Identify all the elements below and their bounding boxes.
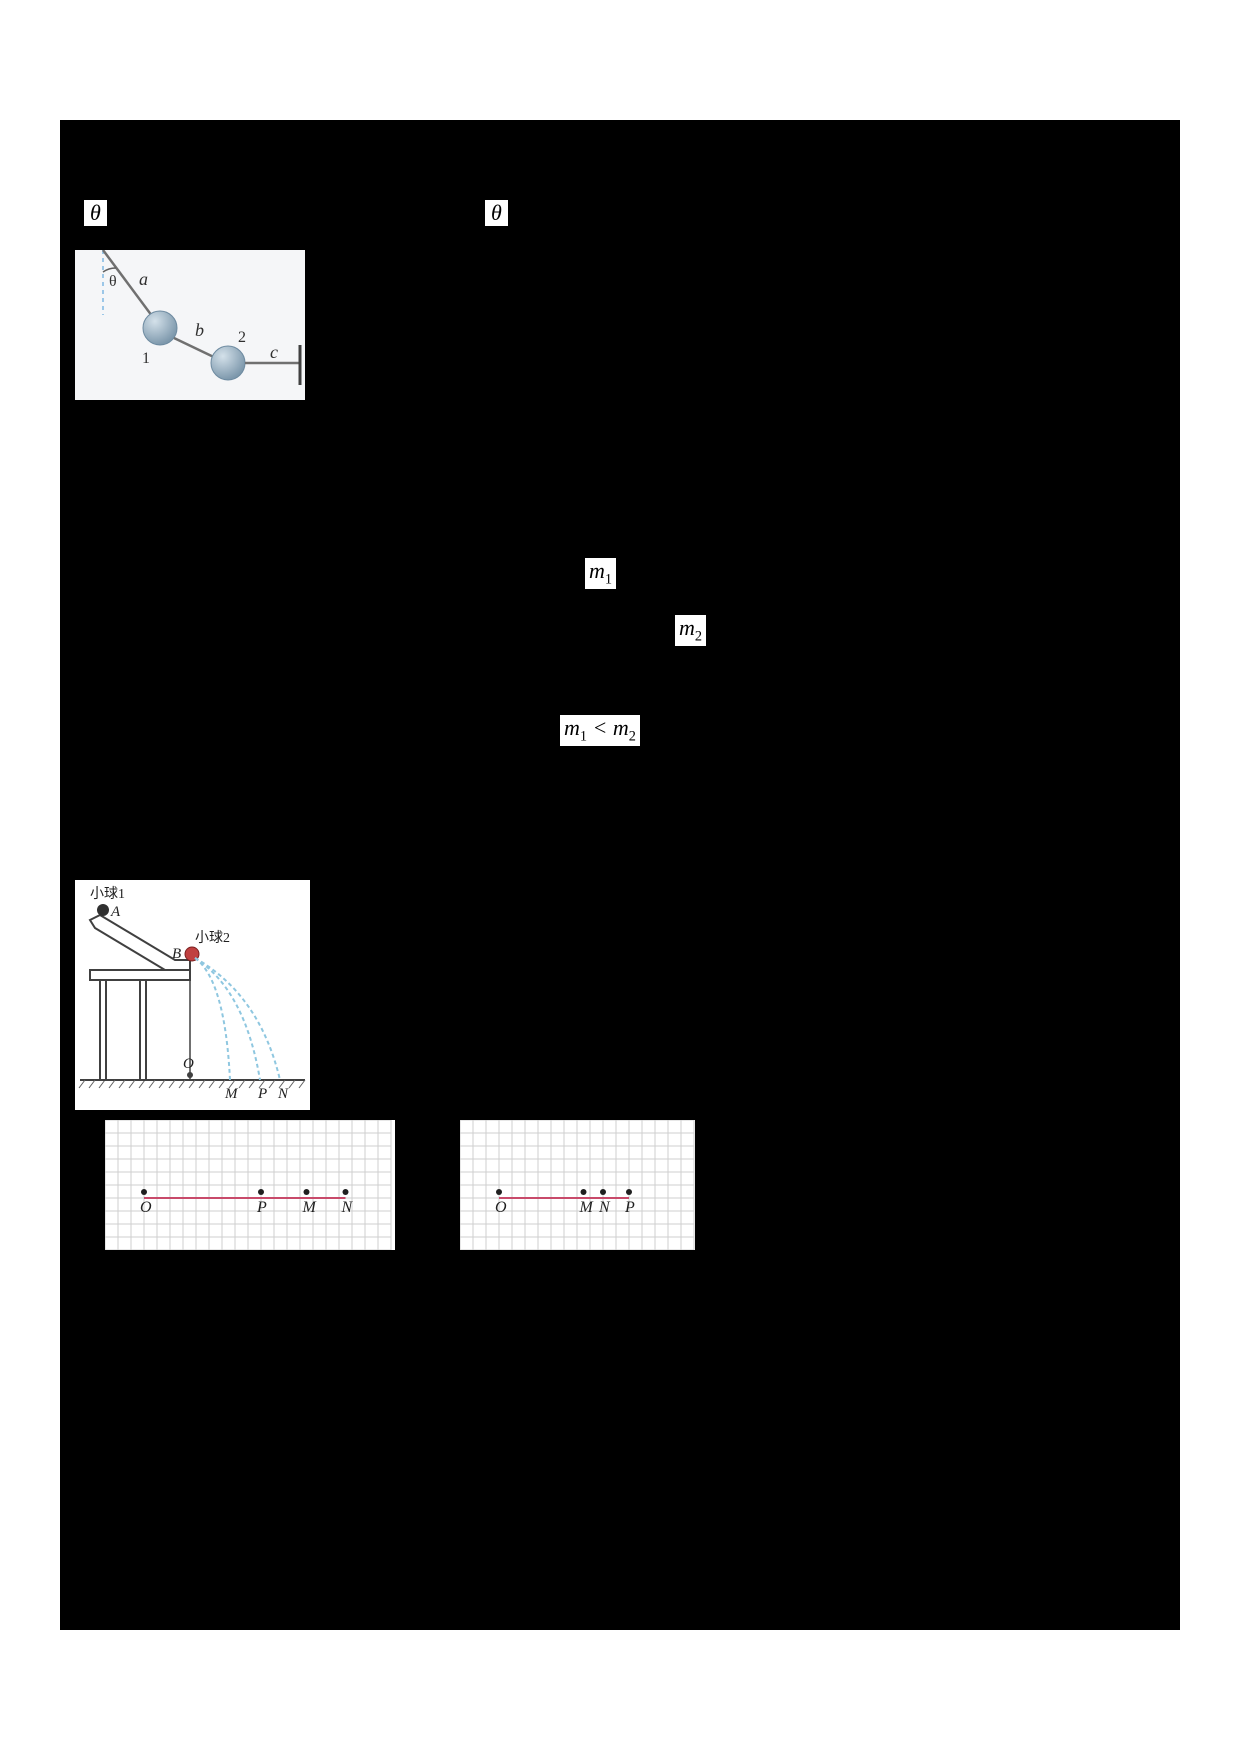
figure-pendulum-diagram: θ a b c 2 1 bbox=[75, 250, 305, 400]
m-subscript: 1 bbox=[605, 571, 612, 587]
label-2: 2 bbox=[238, 329, 246, 346]
grid-result-right: O MNP bbox=[460, 1120, 695, 1250]
m-symbol: m bbox=[679, 615, 695, 640]
mass-1-label: m1 bbox=[585, 558, 616, 589]
m-symbol: m bbox=[613, 715, 629, 740]
svg-text:M: M bbox=[302, 1199, 318, 1216]
label-a: a bbox=[139, 269, 148, 289]
svg-text:N: N bbox=[598, 1199, 611, 1216]
label-P: P bbox=[257, 1086, 267, 1102]
label-B: B bbox=[172, 946, 181, 962]
ground-hatch bbox=[79, 1080, 305, 1088]
label-O: O bbox=[183, 1056, 194, 1072]
svg-text:O: O bbox=[495, 1199, 507, 1216]
label-N: N bbox=[277, 1086, 289, 1102]
label-A: A bbox=[110, 904, 121, 920]
theta-symbol: θ bbox=[90, 200, 101, 225]
angle-arc bbox=[103, 268, 116, 272]
label-M: M bbox=[224, 1086, 239, 1102]
ball-2 bbox=[211, 346, 245, 380]
table-leg-right bbox=[140, 980, 146, 1080]
label-b: b bbox=[195, 320, 204, 340]
svg-text:P: P bbox=[256, 1199, 267, 1216]
label-ball2: 小球2 bbox=[195, 930, 230, 946]
theta-label-left: θ bbox=[84, 200, 107, 226]
table-top bbox=[90, 970, 190, 980]
svg-text:M: M bbox=[579, 1199, 595, 1216]
trajectory-N bbox=[195, 958, 280, 1080]
lt-operator: < bbox=[587, 715, 613, 740]
content-panel: θ θ m1 m2 m1 < m2 θ bbox=[60, 120, 1180, 1630]
mass-2-label: m2 bbox=[675, 615, 706, 646]
label-1: 1 bbox=[142, 350, 150, 367]
mass-inequality-label: m1 < m2 bbox=[560, 715, 640, 746]
figure-collision-apparatus: A 小球1 B 小球2 O M P N bbox=[75, 880, 310, 1110]
label-c: c bbox=[270, 342, 278, 362]
trajectory-P bbox=[195, 958, 260, 1080]
svg-text:O: O bbox=[140, 1199, 152, 1216]
ball-1 bbox=[97, 904, 109, 916]
svg-text:N: N bbox=[341, 1199, 354, 1216]
m-subscript: 1 bbox=[580, 728, 587, 744]
theta-label-right: θ bbox=[485, 200, 508, 226]
label-ball1: 小球1 bbox=[90, 886, 125, 902]
m-subscript: 2 bbox=[629, 728, 636, 744]
trajectory-M bbox=[195, 958, 230, 1080]
m-symbol: m bbox=[564, 715, 580, 740]
grid-result-left: OPMN bbox=[105, 1120, 395, 1250]
m-symbol: m bbox=[589, 558, 605, 583]
theta-symbol: θ bbox=[109, 273, 117, 290]
plumb-bob bbox=[187, 1072, 193, 1078]
ball-1 bbox=[143, 311, 177, 345]
theta-symbol: θ bbox=[491, 200, 502, 225]
table-leg-left bbox=[100, 980, 106, 1080]
svg-text:P: P bbox=[624, 1199, 635, 1216]
m-subscript: 2 bbox=[695, 628, 702, 644]
